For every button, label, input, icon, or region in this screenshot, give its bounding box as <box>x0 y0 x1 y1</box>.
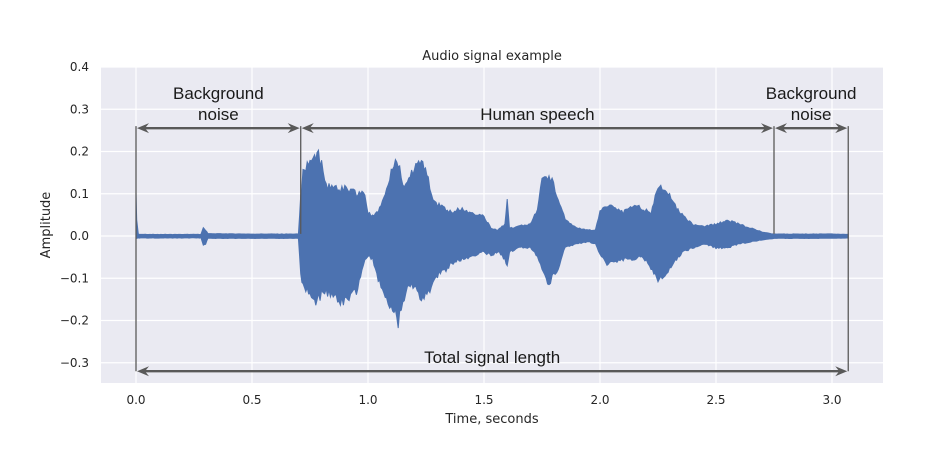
plot-area <box>101 67 883 383</box>
x-tick-label: 3.0 <box>822 393 841 407</box>
annotation-label: noise <box>791 105 832 124</box>
x-tick-label: 0.5 <box>242 393 261 407</box>
chart-title: Audio signal example <box>422 49 562 64</box>
x-axis-label: Time, seconds <box>444 412 538 427</box>
annotation-label: Background <box>173 84 264 103</box>
y-tick-label: −0.3 <box>60 356 89 370</box>
y-tick-label: 0.4 <box>70 60 89 74</box>
y-tick-label: −0.1 <box>60 271 89 285</box>
arrow-head-icon <box>301 123 314 134</box>
arrow-head-icon <box>137 366 149 377</box>
annotation-label: Background <box>766 84 857 103</box>
y-tick-label: −0.2 <box>60 314 89 328</box>
arrow-head-icon <box>835 123 848 134</box>
arrow-head-icon <box>775 123 787 134</box>
y-axis-ticks: 0.4 0.3 0.2 0.1 0.0 −0.1 −0.2 −0.3 <box>60 60 89 370</box>
x-tick-label: 2.5 <box>706 393 725 407</box>
x-tick-label: 2.0 <box>590 393 609 407</box>
arrow-head-icon <box>287 123 300 134</box>
grid-lines <box>101 66 883 383</box>
y-tick-label: 0.3 <box>70 102 89 116</box>
y-axis-label: Amplitude <box>39 192 54 259</box>
x-axis-ticks: 0.0 0.5 1.0 1.5 2.0 2.5 3.0 <box>126 393 841 407</box>
arrow-head-icon <box>835 366 848 377</box>
arrow-head-icon <box>761 123 773 134</box>
x-tick-label: 1.5 <box>474 393 493 407</box>
x-tick-label: 0.0 <box>126 393 145 407</box>
y-tick-label: 0.1 <box>70 187 89 201</box>
annotations: Background noise Human speech Background noi… <box>135 84 857 377</box>
annotation-label: Human speech <box>480 105 594 124</box>
x-tick-label: 1.0 <box>358 393 377 407</box>
y-tick-label: 0.0 <box>70 229 89 243</box>
arrow-head-icon <box>137 123 149 134</box>
annotation-label: Total signal length <box>424 348 560 367</box>
annotation-label: noise <box>198 105 239 124</box>
y-tick-label: 0.2 <box>70 145 89 159</box>
